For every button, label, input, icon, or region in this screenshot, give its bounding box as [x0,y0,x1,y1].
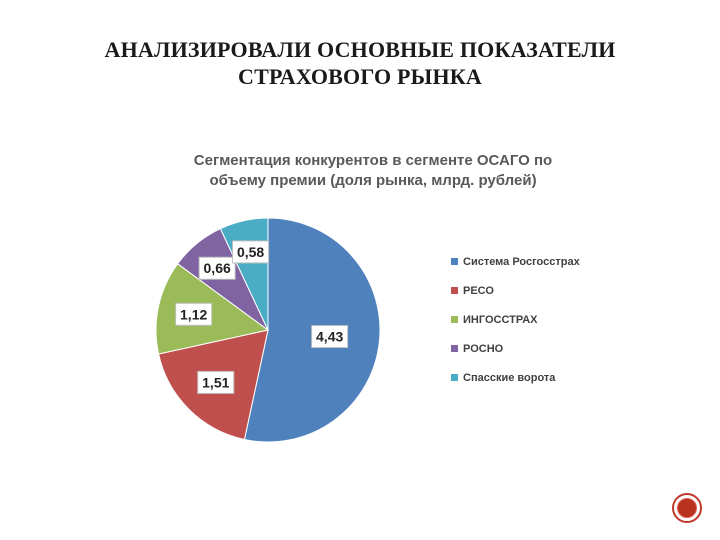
data-label-5: 0,58 [237,244,264,260]
data-label-3: 1,12 [180,306,207,322]
data-label-box-4 [198,256,236,280]
next-slide-button[interactable] [672,493,702,523]
slide-title-line-2: СТРАХОВОГО РЫНКА [238,64,482,89]
legend-label-5: Спасские ворота [463,372,556,384]
legend-swatch-1 [451,258,458,265]
legend-label-4: РОСНО [463,343,504,355]
legend: Система Росгосстрах РЕСО ИНГОССТРАХ РОСНО Сп… [451,256,581,384]
slide-title-line-1: АНАЛИЗИРОВАЛИ ОСНОВНЫЕ ПОКАЗАТЕЛИ [104,37,616,62]
data-label-box-3 [175,302,213,326]
legend-swatch-5 [451,374,458,381]
chart-title-line-1: Сегментация конкурентов в сегменте ОСАГО… [194,152,552,169]
data-label-1: 4,43 [316,329,343,345]
slide-title: АНАЛИЗИРОВАЛИ ОСНОВНЫЕ ПОКАЗАТЕЛИ СТРАХО… [40,36,680,90]
chart-title: Сегментация конкурентов в сегменте ОСАГО… [194,152,552,189]
data-label-box-1 [311,325,349,349]
circle-button-icon [677,498,697,518]
legend-swatch-2 [451,287,458,294]
legend-swatch-3 [451,316,458,323]
legend-label-1: Система Росгосстрах [463,256,581,268]
data-label-2: 1,51 [202,374,229,390]
legend-swatch-4 [451,345,458,352]
data-label-4: 0,66 [204,260,231,276]
data-label-box-5 [232,240,270,264]
chart-title-line-2: объему премии (доля рынка, млрд. рублей) [209,172,536,189]
legend-label-2: РЕСО [463,285,494,297]
slice-labels: 4,43 1,51 1,12 0,66 0,58 [175,240,349,394]
legend-label-3: ИНГОССТРАХ [463,314,538,326]
data-label-box-2 [197,370,235,394]
